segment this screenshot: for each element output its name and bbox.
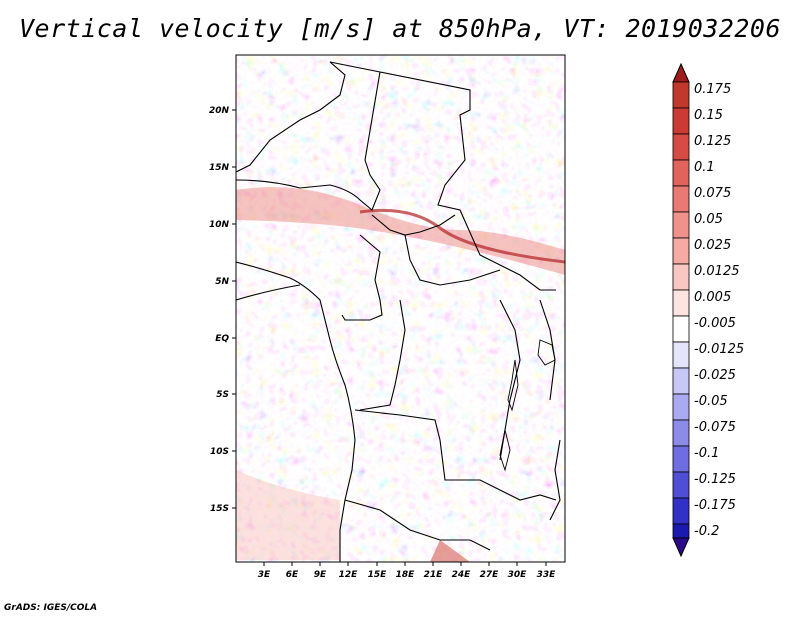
lon-label: 3E [258,570,271,580]
colorbar-label: -0.05 [694,394,728,409]
lon-label: 6E [286,570,299,580]
colorbar-bin [672,133,690,161]
lon-label: 12E [339,570,359,580]
colorbar-bin [672,159,690,187]
lon-label: 21E [424,570,444,580]
map-frame [235,54,566,563]
positive-patch-southwest [236,470,340,560]
map-panel [236,55,565,562]
positive-band [236,187,565,275]
positive-patch-south [430,540,470,562]
colorbar-label: -0.005 [694,316,736,331]
colorbar-bin [672,107,690,135]
lat-label: 10N [209,220,230,230]
colorbar-bin [672,289,690,317]
colorbar-bin [672,341,690,369]
colorbar-label: 0.15 [694,108,723,123]
colorbar-bin [672,419,690,447]
lon-label: 27E [480,570,500,580]
colorbar-bin [672,211,690,239]
colorbar-top-arrow [672,62,690,83]
colorbar-bin [672,237,690,265]
longitude-axis: 3E 6E 9E 12E 15E 18E 21E 24E 27E 30E 33E [258,562,556,580]
grads-credit: GrADS: IGES/COLA [4,603,98,613]
velocity-field [236,55,565,562]
colorbar-bins [672,81,690,539]
lat-label: 20N [209,106,230,116]
colorbar-bin [672,81,690,109]
latitude-axis: 20N 15N 10N 5N EQ 5S 10S 15S [209,106,236,514]
lat-label: 5S [216,390,229,400]
colorbar-label: -0.2 [694,524,719,539]
colorbar-label: 0.075 [694,186,731,201]
colorbar-label: -0.025 [694,368,736,383]
colorbar-bin [672,185,690,213]
colorbar-label: -0.1 [694,446,719,461]
lakes [499,339,556,472]
lon-label: 9E [314,570,327,580]
colorbar-label: -0.125 [694,472,736,487]
colorbar-bin [672,263,690,291]
lon-label: 18E [396,570,416,580]
colorbar-label: 0.0125 [694,264,740,279]
colorbar-bin [672,445,690,473]
colorbar-label: -0.075 [694,420,736,435]
colorbar-label: 0.05 [694,212,723,227]
lat-label: 15S [210,504,229,514]
colorbar-bin [672,315,690,343]
colorbar-bin [672,523,690,539]
colorbar-bin [672,367,690,395]
lon-label: 24E [452,570,472,580]
colorbar-label: -0.175 [694,498,736,513]
colorbar-bin [672,497,690,525]
colorbar-label: 0.005 [694,290,731,305]
colorbar-label: 0.175 [694,82,731,97]
colorbar-bin [672,393,690,421]
colorbar-label: 0.025 [694,238,731,253]
lat-label: 5N [215,277,229,287]
colorbar-label: 0.125 [694,134,731,149]
colorbar: 0.175 0.15 0.125 0.1 0.075 0.05 0.025 0.… [672,62,744,558]
lon-label: 30E [508,570,528,580]
colorbar-label: -0.0125 [694,342,744,357]
lat-label: 10S [210,447,229,457]
lat-label: EQ [215,334,229,344]
chart-title: Vertical velocity [m/s] at 850hPa, VT: 2… [18,14,781,43]
lon-label: 15E [368,570,388,580]
lon-label: 33E [537,570,557,580]
strong-updraft-line [359,208,565,264]
colorbar-bin [672,471,690,499]
colorbar-label: 0.1 [694,160,715,175]
colorbar-bottom-arrow [672,537,690,558]
lat-label: 15N [209,163,230,173]
